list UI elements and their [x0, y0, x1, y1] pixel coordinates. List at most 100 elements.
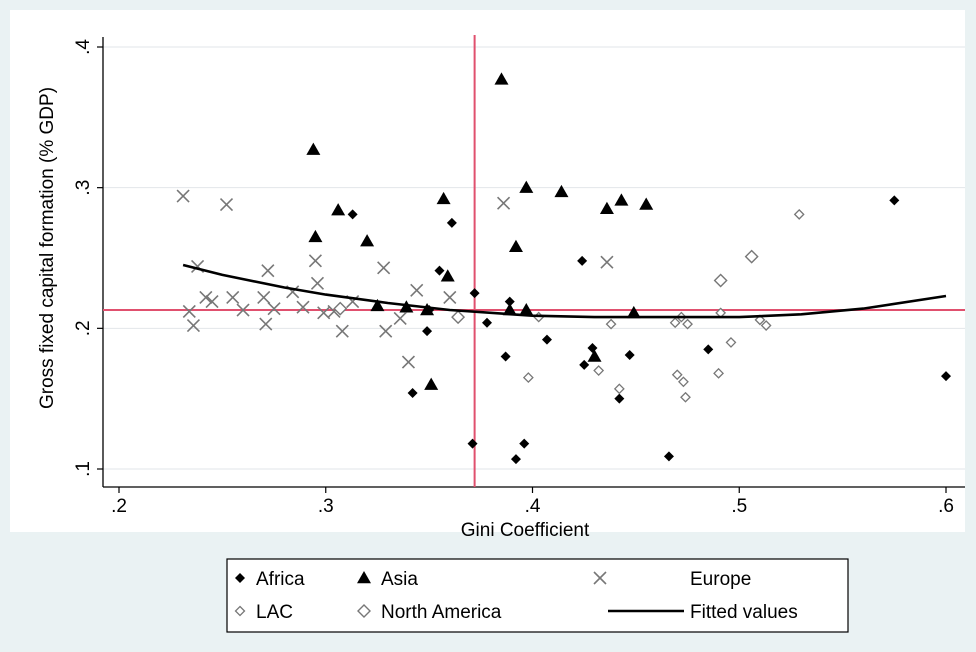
x-axis-title: Gini Coefficient [461, 520, 590, 541]
x-tick-label-3: .5 [731, 496, 747, 517]
y-axis-title: Gross fixed capital formation (% GDP) [37, 87, 58, 409]
legend-label-lac: LAC [256, 602, 293, 623]
point-africa-13 [541, 334, 552, 345]
point-africa-11 [510, 454, 521, 465]
legend-label-fitted-values: Fitted values [690, 602, 798, 623]
legend-marker-north-america [357, 604, 371, 618]
point-europe-28 [600, 255, 614, 269]
point-lac-8 [678, 376, 689, 388]
point-africa-9 [500, 351, 511, 362]
point-africa-8 [482, 317, 493, 328]
point-africa-7 [469, 288, 480, 299]
reference-lines [103, 35, 965, 487]
point-lac-6 [671, 369, 683, 381]
point-asia-6 [420, 303, 435, 316]
point-africa-19 [663, 451, 674, 462]
legend-marker-lac [234, 605, 246, 617]
fitted-curve [182, 263, 947, 319]
point-lac-11 [713, 367, 724, 379]
point-africa-6 [467, 438, 478, 449]
plot-area-panel [10, 10, 965, 532]
legend-label-africa: Africa [256, 569, 305, 590]
y-tick-label-2: .3 [73, 180, 94, 196]
legend-label-europe: Europe [690, 569, 751, 590]
point-africa-20 [703, 344, 714, 355]
point-europe-16 [310, 276, 325, 290]
legend-label-north-america: North America [381, 602, 502, 623]
point-lac-14 [754, 314, 766, 326]
point-north-america-2 [713, 273, 728, 288]
point-africa-0 [347, 209, 358, 220]
point-asia-11 [502, 303, 517, 316]
point-lac-10 [682, 318, 693, 330]
point-asia-4 [370, 298, 385, 312]
x-tick-label-2: .4 [525, 496, 541, 517]
point-europe-26 [443, 290, 457, 304]
point-asia-19 [626, 305, 641, 319]
point-europe-12 [267, 302, 281, 316]
point-africa-22 [941, 371, 951, 382]
point-lac-3 [605, 318, 617, 330]
point-europe-15 [308, 254, 322, 268]
point-lac-0 [522, 372, 534, 383]
legend-marker-africa [235, 573, 245, 583]
point-africa-18 [624, 350, 635, 361]
grid-lines [103, 46, 965, 470]
point-europe-19 [335, 324, 349, 338]
y-tick-label-3: .4 [73, 39, 94, 55]
point-africa-5 [446, 217, 457, 228]
point-asia-10 [494, 72, 509, 85]
point-africa-2 [422, 326, 433, 337]
point-asia-3 [360, 234, 375, 247]
point-europe-22 [379, 324, 393, 338]
point-lac-4 [613, 383, 625, 395]
point-asia-0 [306, 142, 321, 155]
y-tick-label-1: .2 [73, 320, 94, 336]
x-tick-label-4: .6 [938, 496, 954, 517]
point-europe-2 [186, 318, 200, 333]
point-africa-12 [519, 438, 530, 449]
point-asia-16 [587, 349, 602, 362]
point-asia-15 [554, 184, 569, 198]
point-africa-15 [579, 359, 590, 370]
point-lac-5 [669, 317, 681, 329]
point-europe-6 [219, 197, 234, 212]
point-europe-27 [496, 196, 511, 210]
point-africa-1 [407, 388, 418, 399]
point-lac-15 [760, 320, 772, 331]
point-asia-14 [519, 180, 534, 193]
point-europe-25 [410, 283, 424, 297]
point-africa-14 [577, 255, 588, 266]
point-lac-16 [793, 208, 805, 220]
point-europe-23 [393, 311, 407, 326]
point-asia-12 [508, 239, 523, 252]
point-africa-17 [614, 393, 625, 404]
point-africa-21 [889, 195, 900, 206]
legend-marker-europe [593, 571, 607, 585]
point-asia-18 [614, 193, 629, 206]
fitted-line [182, 263, 947, 319]
point-asia-8 [436, 191, 451, 205]
legend: Africa Asia Europe LAC North America Fitted v… [226, 558, 849, 633]
point-africa-10 [504, 296, 515, 307]
point-north-america-1 [451, 310, 466, 325]
point-europe-0 [176, 189, 190, 203]
axes: .1 .2 .3 .4 .2 .3 .4 .5 .6 [73, 37, 965, 517]
point-europe-1 [182, 304, 196, 319]
point-europe-4 [199, 290, 213, 304]
point-asia-1 [308, 229, 323, 243]
point-europe-11 [261, 264, 275, 278]
point-asia-7 [424, 377, 439, 390]
point-asia-20 [639, 197, 654, 210]
point-europe-9 [257, 290, 271, 304]
point-asia-2 [331, 203, 346, 216]
legend-label-asia: Asia [381, 569, 418, 590]
point-asia-17 [599, 201, 614, 215]
point-north-america-3 [744, 249, 759, 264]
x-tick-label-0: .2 [111, 496, 127, 517]
point-lac-13 [725, 336, 737, 348]
point-europe-21 [377, 261, 391, 275]
point-asia-13 [519, 303, 534, 316]
point-europe-5 [205, 295, 219, 309]
